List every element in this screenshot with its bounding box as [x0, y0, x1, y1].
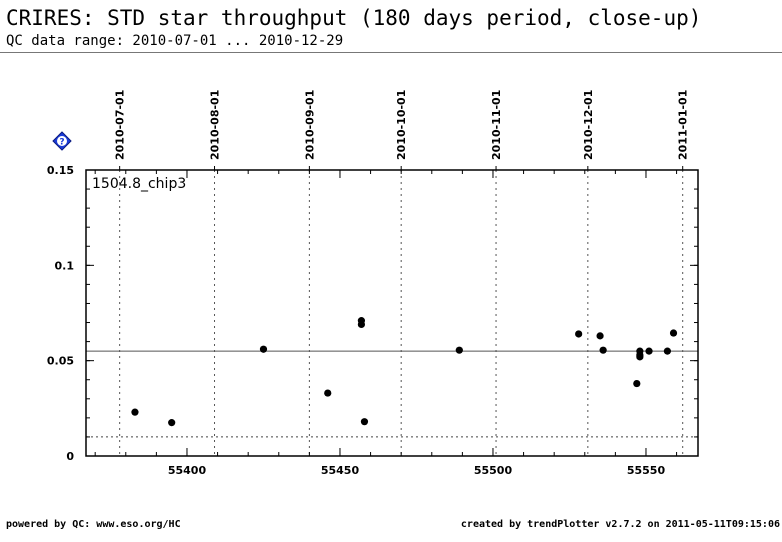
x-tick-label: 55450	[321, 464, 360, 477]
data-point	[455, 346, 463, 354]
data-point	[360, 418, 369, 426]
data-point	[669, 329, 678, 337]
footer-powered-by: powered by QC: www.eso.org/HC	[6, 519, 181, 530]
date-marker-label: 2010-11-01	[490, 90, 503, 160]
page-subtitle: QC data range: 2010-07-01 ... 2010-12-29	[6, 33, 344, 49]
page-title: CRIRES: STD star throughput (180 days pe…	[6, 6, 702, 30]
svg-text:?: ?	[59, 138, 64, 148]
data-point	[324, 389, 332, 397]
y-tick-label: 0.05	[47, 355, 74, 368]
date-marker-label: 2010-10-01	[395, 90, 408, 160]
date-marker-label: 2010-12-01	[582, 90, 595, 160]
data-point	[357, 320, 365, 329]
help-question-icon[interactable]: ?	[52, 131, 72, 151]
x-tick-label: 55550	[627, 464, 666, 477]
x-tick-label: 55500	[474, 464, 513, 477]
data-point	[645, 347, 653, 355]
date-marker-label: 2010-08-01	[209, 90, 222, 160]
y-tick-label: 0	[66, 450, 74, 463]
date-marker-label: 2010-07-01	[114, 90, 127, 160]
y-tick-label: 0.15	[47, 164, 74, 177]
data-point	[596, 332, 604, 340]
x-tick-label: 55400	[168, 464, 207, 477]
date-marker-label: 2011-01-01	[677, 90, 690, 160]
footer-created-by: created by trendPlotter v2.7.2 on 2011-0…	[460, 519, 780, 530]
data-point	[633, 379, 641, 388]
data-point	[663, 347, 672, 355]
data-point	[168, 419, 176, 427]
data-point	[575, 330, 583, 338]
data-point	[599, 346, 607, 354]
plot-frame	[85, 169, 699, 457]
date-marker-label: 2010-09-01	[303, 90, 316, 160]
data-point	[259, 345, 268, 353]
series-label: 1504.8_chip3	[92, 176, 186, 192]
header-divider	[0, 52, 782, 53]
data-point	[131, 408, 139, 416]
data-point	[636, 353, 644, 361]
y-tick-label: 0.1	[55, 259, 75, 272]
